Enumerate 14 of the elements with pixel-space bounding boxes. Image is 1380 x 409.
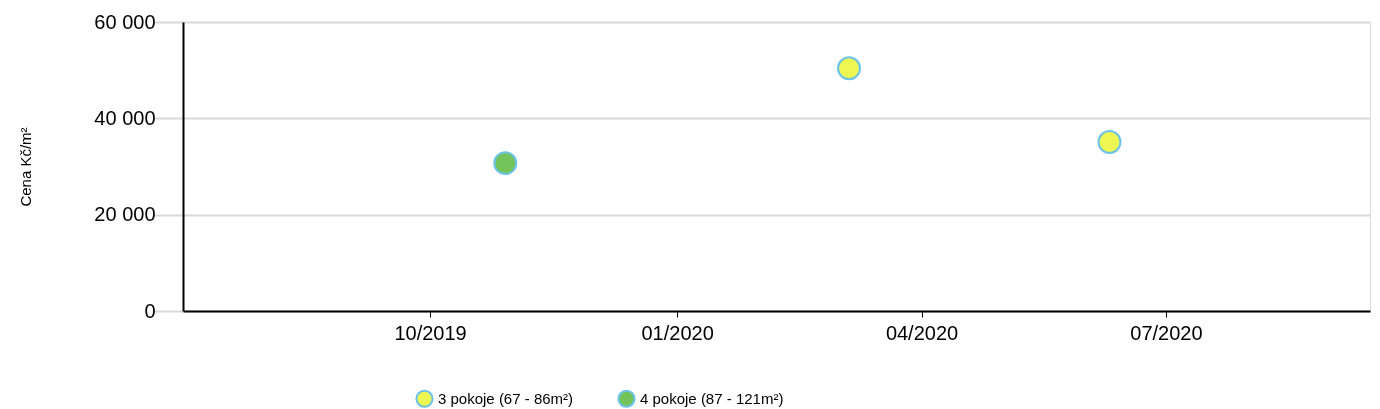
x-tick-label: 01/2020 <box>641 321 714 344</box>
x-tick-label: 07/2020 <box>1130 321 1203 344</box>
point <box>493 151 518 176</box>
y-tick-label: 60 000 <box>94 10 156 33</box>
x-tick-label: 04/2020 <box>885 321 959 344</box>
legend-label: 4 pokoje (87 - 121m²) <box>640 389 784 407</box>
point <box>837 56 861 81</box>
x-tick-label: 10/2019 <box>394 321 467 344</box>
y-tick-label: 40 000 <box>94 106 156 129</box>
point <box>1097 130 1122 154</box>
y-tick-label: 0 <box>144 299 156 322</box>
y-axis-title: Cena Kč/m² <box>17 127 35 207</box>
y-tick-label: 20 000 <box>94 203 156 226</box>
legend-label: 3 pokoje (67 - 86m²) <box>438 389 574 407</box>
